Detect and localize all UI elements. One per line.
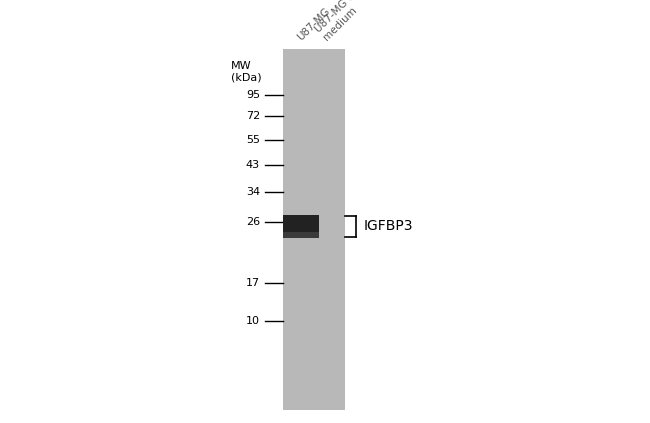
Text: MW
(kDa): MW (kDa) [231, 61, 261, 83]
Text: 34: 34 [246, 187, 260, 198]
Text: 72: 72 [246, 111, 260, 121]
Text: 95: 95 [246, 90, 260, 100]
Text: 55: 55 [246, 135, 260, 145]
Text: 43: 43 [246, 160, 260, 170]
Text: U87-MG conditioned
medium: U87-MG conditioned medium [313, 0, 404, 42]
Text: IGFBP3: IGFBP3 [364, 219, 413, 233]
Text: U87-MG: U87-MG [295, 6, 332, 42]
Text: 10: 10 [246, 316, 260, 327]
Text: 26: 26 [246, 217, 260, 227]
Text: 17: 17 [246, 278, 260, 288]
